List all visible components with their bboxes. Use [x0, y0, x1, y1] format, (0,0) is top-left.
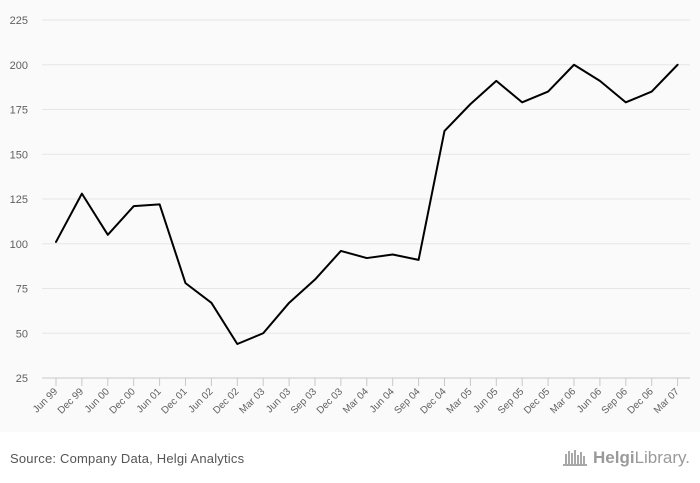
y-tick-label: 100 — [10, 239, 28, 251]
y-tick-label: 175 — [10, 105, 28, 117]
y-tick-label: 225 — [10, 15, 28, 27]
series-line — [55, 63, 679, 345]
brand-bold: Helgi — [593, 448, 635, 467]
x-tick-label: Sep 06 — [600, 386, 630, 416]
x-tick-label: Jun 02 — [187, 386, 216, 415]
y-tick-label: 25 — [16, 373, 28, 385]
y-tick-label: 75 — [16, 284, 28, 296]
x-tick-label: Dec 05 — [522, 386, 552, 416]
x-tick-label: Mar 07 — [652, 386, 682, 416]
x-tick-label: Jun 05 — [471, 386, 500, 415]
x-tick-label: Sep 04 — [393, 386, 423, 416]
x-tick-label: Dec 04 — [418, 386, 448, 416]
x-tick-label: Dec 06 — [626, 386, 656, 416]
plot-background — [0, 0, 700, 432]
x-tick-label: Sep 03 — [289, 386, 319, 416]
x-tick-label: Jun 01 — [135, 386, 164, 415]
y-tick-label: 50 — [16, 328, 28, 340]
x-tick-label: Jun 99 — [31, 386, 60, 415]
library-icon — [563, 450, 587, 466]
y-tick-label: 200 — [10, 60, 28, 72]
source-note: Source: Company Data, Helgi Analytics — [10, 451, 245, 466]
x-tick-label: Mar 04 — [341, 386, 371, 416]
x-tick-label: Mar 05 — [445, 386, 475, 416]
brand-logo: HelgiLibrary. — [563, 448, 690, 468]
x-tick-label: Jun 03 — [264, 386, 293, 415]
x-tick-label: Dec 01 — [159, 386, 189, 416]
x-tick-label: Dec 02 — [211, 386, 241, 416]
brand-wordmark: HelgiLibrary. — [593, 448, 690, 468]
brand-rest: Library. — [634, 448, 690, 467]
x-tick-label: Jun 06 — [575, 386, 604, 415]
y-tick-label: 150 — [10, 149, 28, 161]
x-tick-label: Jun 00 — [83, 386, 112, 415]
footer: Source: Company Data, Helgi Analytics He… — [0, 432, 700, 483]
x-tick-label: Sep 05 — [496, 386, 526, 416]
x-tick-label: Jun 04 — [368, 386, 397, 415]
x-tick-label: Mar 06 — [548, 386, 578, 416]
x-tick-label: Dec 03 — [315, 386, 345, 416]
x-tick-label: Mar 03 — [238, 386, 268, 416]
x-tick-label: Dec 99 — [56, 386, 86, 416]
x-tick-label: Dec 00 — [108, 386, 138, 416]
y-tick-label: 125 — [10, 194, 28, 206]
